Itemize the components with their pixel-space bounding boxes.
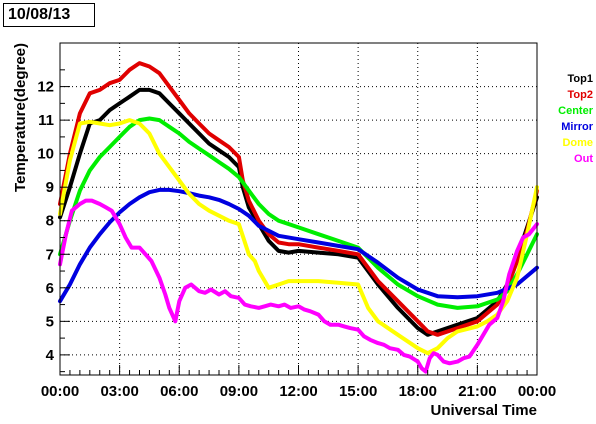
y-tick-label: 9 <box>46 179 54 196</box>
legend-entry-mirror: Mirror <box>561 121 594 133</box>
x-tick-label: 21:00 <box>458 383 496 400</box>
legend-entry-dome: Dome <box>562 137 593 149</box>
axis-ticks: 4 5 6 7 8 9 10 11 12 00:00 03:00 06:00 09:00 12:00 15:… <box>37 69 556 400</box>
series-layer <box>58 61 539 374</box>
x-tick-label: 15:00 <box>339 383 377 400</box>
series-top2 <box>58 61 539 337</box>
y-tick-label: 5 <box>46 313 54 330</box>
y-tick-label: 11 <box>38 112 54 129</box>
legend: Top1 Top2 Center Mirror Dome Out <box>558 73 594 165</box>
x-tick-label: 09:00 <box>220 383 258 400</box>
series-out <box>58 198 539 374</box>
legend-entry-center: Center <box>558 105 594 117</box>
x-tick-label: 03:00 <box>100 383 138 400</box>
date-label: 10/08/13 <box>3 3 95 27</box>
series-top1 <box>58 87 539 337</box>
legend-entry-top1: Top1 <box>568 73 593 85</box>
y-tick-label: 8 <box>46 213 54 230</box>
x-tick-label: 00:00 <box>41 383 79 400</box>
y-tick-label: 6 <box>46 280 54 297</box>
x-tick-label: 00:00 <box>518 383 556 400</box>
y-tick-label: 7 <box>46 246 54 263</box>
legend-entry-out: Out <box>574 153 593 165</box>
x-tick-label: 18:00 <box>399 383 437 400</box>
y-axis-title: Temperature(degree) <box>12 43 29 192</box>
y-tick-label: 4 <box>46 347 55 364</box>
x-tick-label: 12:00 <box>279 383 317 400</box>
legend-entry-top2: Top2 <box>568 89 593 101</box>
y-tick-label: 10 <box>37 146 54 163</box>
series-center <box>58 116 539 310</box>
y-tick-label: 12 <box>37 79 54 96</box>
x-tick-label: 06:00 <box>160 383 198 400</box>
series-dome <box>58 118 539 356</box>
x-axis-title: Universal Time <box>431 402 537 419</box>
